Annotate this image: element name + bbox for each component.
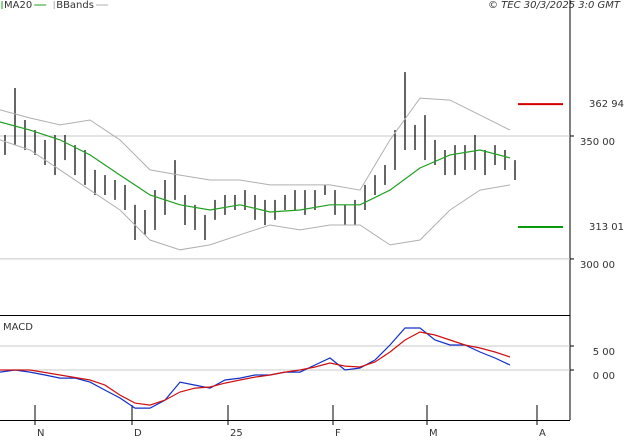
legend-label: BBands <box>56 0 94 11</box>
y-tick-label: 5 00 <box>593 347 615 358</box>
bollinger-band <box>0 139 511 251</box>
target-label: 362 94 <box>589 99 624 110</box>
x-tick-label: F <box>335 428 341 439</box>
y-tick-label: 350 00 <box>580 137 615 148</box>
copyright: © TEC 30/3/2025 3:0 GMT <box>488 0 621 11</box>
indicator-line <box>0 327 511 409</box>
x-tick-label: N <box>37 428 44 439</box>
y-tick-label: 300 00 <box>580 260 615 271</box>
moving-average <box>0 121 511 213</box>
x-tick-label: 25 <box>230 428 243 439</box>
x-tick-label: A <box>539 428 546 439</box>
panel-title: MACD <box>3 322 33 333</box>
y-tick-label: 0 00 <box>593 371 615 382</box>
x-tick-label: M <box>429 428 438 439</box>
indicator-line <box>0 331 511 406</box>
x-tick-label: D <box>134 428 142 439</box>
target-label: 313 01 <box>589 222 624 233</box>
bollinger-band <box>0 97 511 191</box>
legend-label: MA20 <box>4 0 32 11</box>
